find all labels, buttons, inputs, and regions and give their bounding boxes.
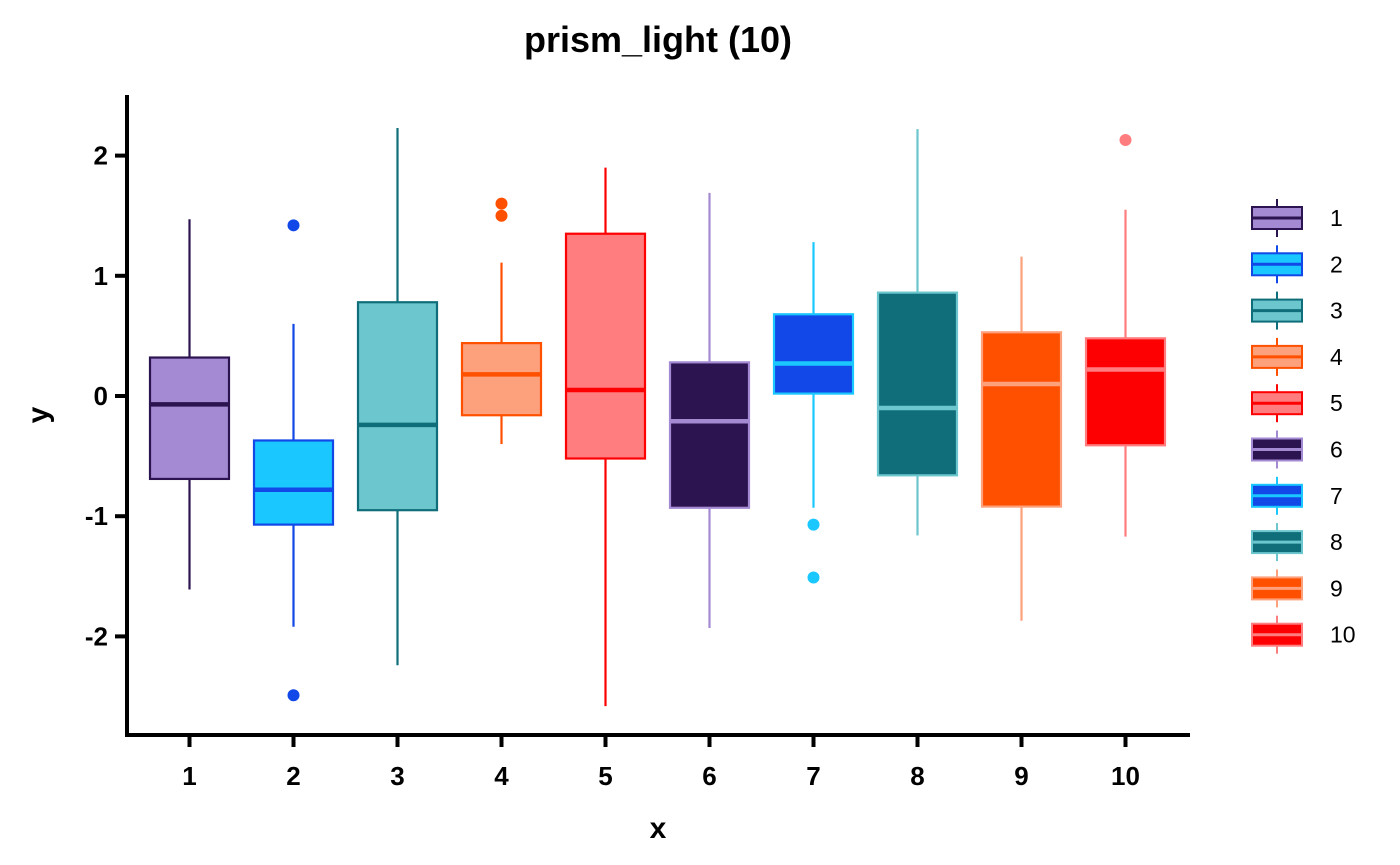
legend-label: 1 xyxy=(1330,205,1343,231)
legend-item-4: 4 xyxy=(1251,337,1343,376)
legend-label: 7 xyxy=(1330,483,1343,509)
box-group-6 xyxy=(668,192,751,628)
legend-item-2: 2 xyxy=(1251,245,1343,284)
legend-label: 4 xyxy=(1330,344,1343,370)
outlier-point xyxy=(1119,133,1132,146)
x-tick-label: 1 xyxy=(182,761,196,791)
legend-label: 5 xyxy=(1330,390,1343,416)
box-group-8 xyxy=(876,129,959,536)
box-group-10 xyxy=(1084,133,1167,537)
legend-item-7: 7 xyxy=(1251,476,1343,515)
legend-item-1: 1 xyxy=(1251,199,1343,237)
y-tick-label: 2 xyxy=(94,141,108,171)
legend-label: 8 xyxy=(1330,529,1343,555)
box xyxy=(564,232,647,460)
box xyxy=(772,313,855,395)
box-group-7 xyxy=(772,242,855,584)
outlier-point xyxy=(495,209,508,222)
box xyxy=(980,331,1063,508)
legend-item-8: 8 xyxy=(1251,523,1343,562)
legend-item-6: 6 xyxy=(1251,430,1343,469)
x-tick-label: 4 xyxy=(494,761,509,791)
outlier-point xyxy=(495,197,508,210)
y-axis-label: y xyxy=(22,406,55,423)
legend-label: 9 xyxy=(1330,575,1343,601)
x-tick-label: 7 xyxy=(806,761,820,791)
y-tick-label: 1 xyxy=(94,261,108,291)
legend-item-3: 3 xyxy=(1251,291,1343,330)
box xyxy=(668,361,751,509)
box xyxy=(460,342,543,417)
box-group-1 xyxy=(148,219,231,590)
legend-item-9: 9 xyxy=(1251,569,1343,608)
legend-label: 10 xyxy=(1330,622,1356,648)
outlier-point xyxy=(287,219,300,232)
legend-label: 3 xyxy=(1330,298,1343,324)
box xyxy=(1084,337,1167,447)
legend-label: 6 xyxy=(1330,437,1343,463)
plot-area xyxy=(148,127,1167,707)
x-tick-label: 2 xyxy=(286,761,300,791)
y-tick-label: -1 xyxy=(85,501,108,531)
x-tick-label: 10 xyxy=(1111,761,1140,791)
y-tick-label: -2 xyxy=(85,621,108,651)
box xyxy=(148,356,231,481)
legend: 1 2 3 4 5 6 7 8 9 10 xyxy=(1251,199,1356,654)
box-group-9 xyxy=(980,256,1063,621)
box-group-4 xyxy=(460,197,543,445)
box xyxy=(876,291,959,477)
outlier-point xyxy=(287,689,300,702)
outlier-point xyxy=(807,571,820,584)
legend-item-5: 5 xyxy=(1251,384,1343,423)
x-tick-label: 9 xyxy=(1014,761,1028,791)
x-tick-label: 8 xyxy=(910,761,924,791)
box-group-3 xyxy=(356,127,439,666)
chart-title: prism_light (10) xyxy=(524,19,792,60)
x-tick-label: 3 xyxy=(390,761,404,791)
box-group-2 xyxy=(252,219,335,702)
legend-item-10: 10 xyxy=(1251,615,1356,654)
x-tick-label: 6 xyxy=(702,761,716,791)
legend-label: 2 xyxy=(1330,251,1343,277)
x-tick-label: 5 xyxy=(598,761,612,791)
box xyxy=(356,301,439,512)
outlier-point xyxy=(807,518,820,531)
y-tick-label: 0 xyxy=(94,381,108,411)
axes: -2 -1 0 1 2 1 2 3 4 5 6 7 8 9 10 xyxy=(85,95,1190,791)
box xyxy=(252,439,335,526)
box-group-5 xyxy=(564,167,647,707)
x-axis-label: x xyxy=(650,812,667,845)
